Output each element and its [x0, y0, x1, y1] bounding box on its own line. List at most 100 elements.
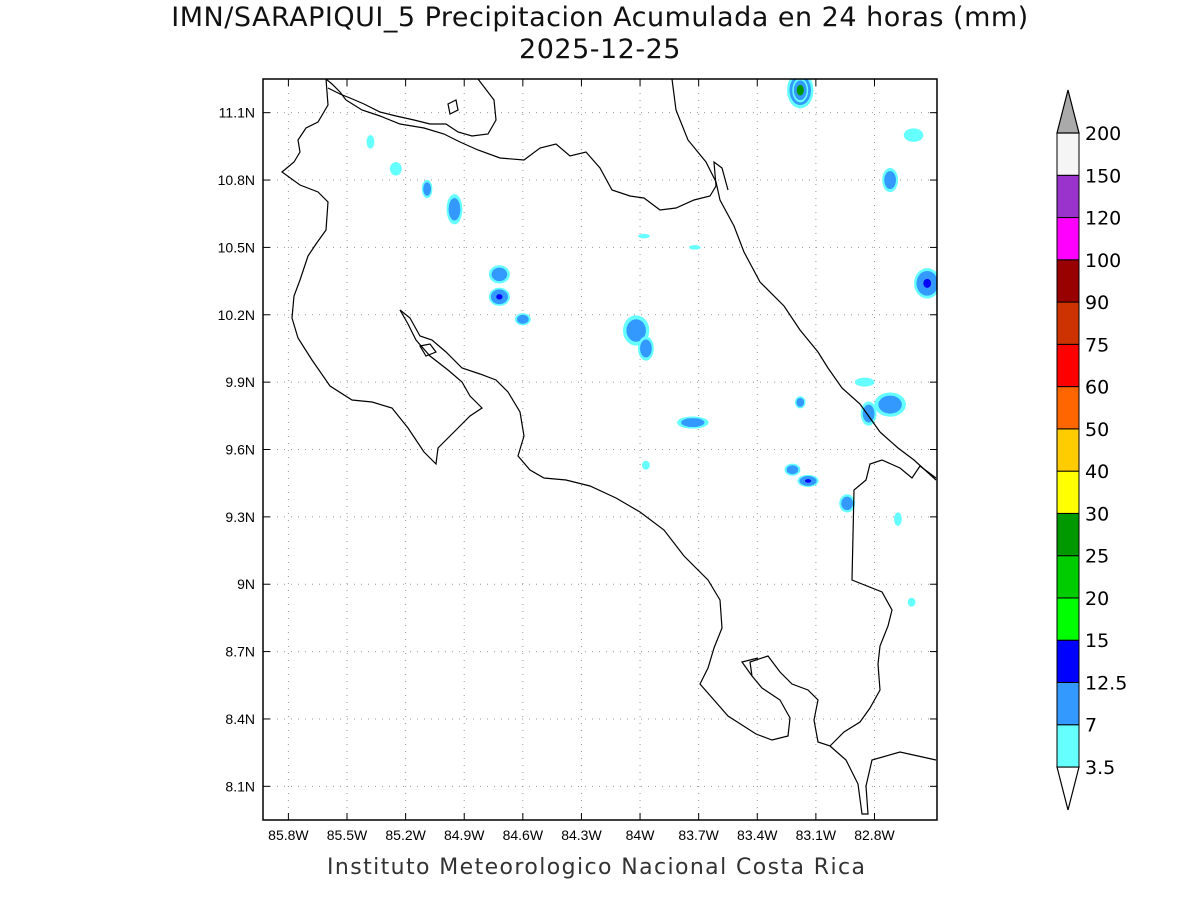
- nicoya-gulf-coast: [399, 309, 937, 747]
- precip-cell: [894, 512, 902, 526]
- colorbar-label: 25: [1085, 546, 1109, 568]
- precip-cell-core: [923, 278, 932, 288]
- precip-cell: [423, 182, 432, 196]
- peninsula-osa: [740, 657, 759, 677]
- precip-cell: [681, 418, 705, 428]
- caribbean-coast: [671, 79, 881, 433]
- lat-tick-label: 10.5N: [218, 239, 255, 255]
- precip-cell: [638, 233, 650, 239]
- colorbar-bottom-arrow: [1056, 766, 1080, 811]
- colorbar-swatch: [1056, 343, 1080, 388]
- lat-tick-label: 10.2N: [218, 307, 255, 323]
- north-shore: [327, 79, 497, 137]
- lon-tick-label: 84.3W: [561, 827, 602, 843]
- lat-tick-label: 10.8N: [218, 172, 255, 188]
- colorbar-top-arrow: [1056, 89, 1080, 134]
- colorbar-label: 12.5: [1085, 672, 1127, 694]
- lon-tick-label: 85.2W: [385, 827, 426, 843]
- nicaragua-border: [281, 79, 483, 466]
- colorbar-swatch: [1056, 512, 1080, 557]
- lon-tick-label: 83.1W: [796, 827, 837, 843]
- precip-cell: [389, 162, 402, 176]
- precip-cell: [448, 198, 461, 221]
- colorbar-swatch: [1056, 555, 1080, 599]
- colorbar-label: 20: [1085, 588, 1109, 610]
- lat-tick-label: 9N: [237, 576, 255, 592]
- precip-cell-core: [496, 294, 503, 300]
- colorbar-label: 40: [1085, 461, 1109, 483]
- panama-border-south: [829, 745, 937, 815]
- lon-tick-label: 83.7W: [678, 827, 719, 843]
- colorbar-label: 75: [1085, 334, 1109, 356]
- precip-cell: [878, 395, 902, 414]
- colorbar-swatch: [1056, 386, 1080, 430]
- colorbar-swatch: [1056, 301, 1080, 345]
- precip-cell: [884, 171, 896, 190]
- lat-tick-label: 8.1N: [225, 778, 255, 794]
- precip-cell: [626, 319, 646, 342]
- colorbar-swatch: [1056, 470, 1080, 514]
- lake-nicaragua-edge: [325, 79, 347, 101]
- lat-tick-label: 8.4N: [225, 711, 255, 727]
- precip-cell: [640, 339, 652, 358]
- nicaragua-lake-shore: [345, 99, 729, 211]
- caribbean-border-east: [879, 431, 937, 481]
- colorbar: 3.5 7 12.5 15 20 25 30 40 50 60 75 90 100 120 150 200: [1056, 89, 1127, 811]
- lat-tick-label: 8.7N: [225, 644, 255, 660]
- colorbar-swatch: [1056, 428, 1080, 472]
- colorbar-label: 30: [1085, 503, 1109, 525]
- precip-cell-core: [804, 479, 812, 483]
- precip-cell-intense: [796, 84, 804, 96]
- precip-cell: [491, 267, 508, 282]
- colorbar-label: 15: [1085, 630, 1109, 652]
- map-footer: Instituto Meteorologico Nacional Costa R…: [327, 855, 867, 880]
- precip-cell: [862, 404, 875, 423]
- lon-tick-label: 82.8W: [854, 827, 895, 843]
- colorbar-label: 200: [1085, 123, 1121, 145]
- precip-cell: [786, 465, 799, 475]
- colorbar-label: 7: [1085, 715, 1097, 737]
- axis-ticks: 8.1N 8.4N 8.7N 9N 9.3N 9.6N 9.9N 10.2N 10.5N 10.8…: [218, 79, 937, 843]
- lat-tick-label: 9.3N: [225, 509, 255, 525]
- lon-tick-label: 85.8W: [268, 827, 309, 843]
- colorbar-label: 100: [1085, 250, 1121, 272]
- colorbar-label: 120: [1085, 208, 1121, 230]
- precip-cell: [642, 460, 650, 470]
- precip-cells: [366, 79, 937, 607]
- grid-lines: [263, 79, 937, 820]
- colorbar-label: 50: [1085, 419, 1109, 441]
- precip-cell: [907, 597, 916, 607]
- colorbar-label: 90: [1085, 292, 1109, 314]
- lon-tick-label: 84W: [626, 827, 656, 843]
- colorbar-swatch: [1056, 597, 1080, 641]
- colorbar-swatch: [1056, 681, 1080, 726]
- lon-tick-label: 84.6W: [503, 827, 544, 843]
- lat-tick-label: 9.6N: [225, 442, 255, 458]
- colorbar-label: 3.5: [1085, 757, 1115, 779]
- precip-cell: [854, 377, 875, 387]
- lat-tick-label: 11.1N: [219, 105, 255, 121]
- lat-tick-label: 9.9N: [225, 374, 255, 390]
- colorbar-swatch: [1056, 217, 1080, 261]
- island-2: [447, 99, 459, 115]
- map-date: 2025-12-25: [519, 34, 681, 65]
- coastline: [281, 79, 937, 815]
- map-title: IMN/SARAPIQUI_5 Precipitacion Acumulada …: [171, 2, 1029, 33]
- colorbar-swatch: [1056, 174, 1080, 219]
- precip-cell: [688, 245, 701, 250]
- colorbar-swatch: [1056, 724, 1080, 768]
- lon-tick-label: 84.9W: [444, 827, 485, 843]
- colorbar-swatch: [1056, 639, 1080, 683]
- precip-cell: [841, 496, 853, 511]
- precip-cell: [796, 397, 805, 407]
- island-1: [419, 343, 437, 357]
- precip-cell: [366, 135, 375, 149]
- lon-tick-label: 85.5W: [327, 827, 368, 843]
- lon-tick-label: 83.4W: [737, 827, 778, 843]
- colorbar-swatch: [1056, 259, 1080, 303]
- colorbar-swatch: [1056, 132, 1080, 176]
- precip-cell: [516, 314, 529, 324]
- colorbar-label: 150: [1085, 165, 1121, 187]
- colorbar-label: 60: [1085, 377, 1109, 399]
